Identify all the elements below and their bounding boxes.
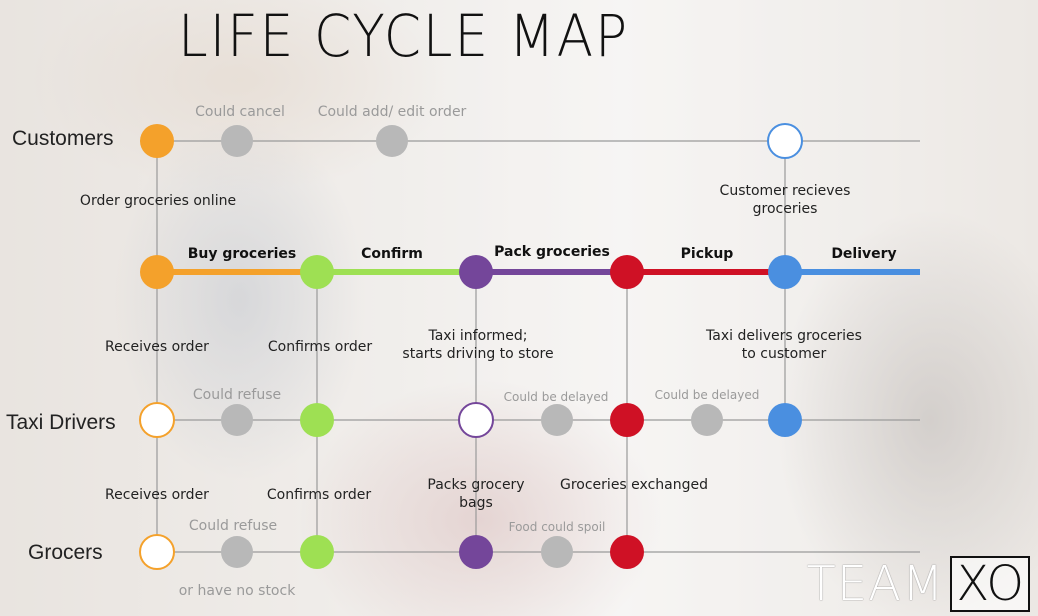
node-taxi-confirm xyxy=(300,403,334,437)
stage-pickup: Pickup xyxy=(680,246,734,262)
page-title: LIFE CYCLE MAP xyxy=(178,2,629,70)
node-taxi-informed xyxy=(458,402,494,438)
note-customer-receives-line1: Customer recieves xyxy=(719,183,851,199)
note-taxi-informed-line2: starts driving to store xyxy=(402,346,554,362)
node-grocer-pack xyxy=(459,535,493,569)
node-journey-buy xyxy=(140,255,174,289)
note-grocer-packs-line1: Packs grocery xyxy=(427,477,525,493)
stage-buy-groceries: Buy groceries xyxy=(187,246,297,262)
node-grocer-exchange xyxy=(610,535,644,569)
logo-team-text: TEAM xyxy=(806,556,945,612)
note-groceries-exchanged: Groceries exchanged xyxy=(560,477,708,493)
note-grocer-packs-line2: bags xyxy=(459,495,493,511)
note-grocer-could-refuse: Could refuse xyxy=(188,518,278,534)
node-journey-confirm xyxy=(300,255,334,289)
note-customer-receives: Customer recieves groceries xyxy=(720,182,851,218)
node-taxi-delayed-2 xyxy=(691,404,723,436)
note-grocer-receives-order: Receives order xyxy=(105,487,209,503)
node-customer-receive xyxy=(767,123,803,159)
node-grocer-receive xyxy=(139,534,175,570)
stage-delivery: Delivery xyxy=(831,246,897,262)
lane-label-grocers: Grocers xyxy=(28,541,103,564)
logo-xo-text: XO xyxy=(950,556,1030,612)
node-taxi-pickup xyxy=(610,403,644,437)
node-customer-buy xyxy=(140,124,174,158)
node-taxi-receive xyxy=(139,402,175,438)
note-taxi-delayed-1: Could be delayed xyxy=(503,390,609,404)
note-taxi-could-refuse: Could refuse xyxy=(192,387,282,403)
note-taxi-delivers-line2: to customer xyxy=(741,346,827,362)
note-grocer-packs: Packs grocery bags xyxy=(427,476,524,512)
lane-label-customers: Customers xyxy=(12,127,114,150)
node-grocer-confirm xyxy=(300,535,334,569)
node-taxi-refuse xyxy=(221,404,253,436)
note-taxi-confirms-order: Confirms order xyxy=(267,339,373,355)
team-xo-logo: TEAM XO xyxy=(806,556,1030,612)
node-grocer-spoil xyxy=(541,536,573,568)
note-grocer-confirms-order: Confirms order xyxy=(266,487,372,503)
note-customer-receives-line2: groceries xyxy=(752,201,818,217)
node-taxi-deliver xyxy=(768,403,802,437)
note-taxi-receives-order: Receives order xyxy=(105,339,209,355)
node-customer-cancel xyxy=(221,125,253,157)
note-taxi-delivers-line1: Taxi delivers groceries xyxy=(706,328,862,344)
note-taxi-informed-line1: Taxi informed; xyxy=(428,328,528,344)
note-could-add-edit: Could add/ edit order xyxy=(317,104,467,120)
node-grocer-refuse xyxy=(221,536,253,568)
node-taxi-delayed-1 xyxy=(541,404,573,436)
note-taxi-delivers: Taxi delivers groceries to customer xyxy=(706,327,862,363)
stage-pack-groceries: Pack groceries xyxy=(494,244,610,260)
node-journey-delivery xyxy=(768,255,802,289)
node-journey-pickup xyxy=(610,255,644,289)
stage-confirm: Confirm xyxy=(361,246,423,262)
nodes xyxy=(139,123,803,570)
note-taxi-delayed-2: Could be delayed xyxy=(654,388,760,402)
node-customer-edit xyxy=(376,125,408,157)
note-could-cancel: Could cancel xyxy=(195,104,285,120)
lane-label-taxi-drivers: Taxi Drivers xyxy=(6,411,116,434)
node-journey-pack xyxy=(459,255,493,289)
note-food-could-spoil: Food could spoil xyxy=(508,520,606,534)
note-grocer-no-stock: or have no stock xyxy=(178,583,296,599)
note-taxi-informed: Taxi informed; starts driving to store xyxy=(402,327,553,363)
note-order-online: Order groceries online xyxy=(79,193,237,209)
